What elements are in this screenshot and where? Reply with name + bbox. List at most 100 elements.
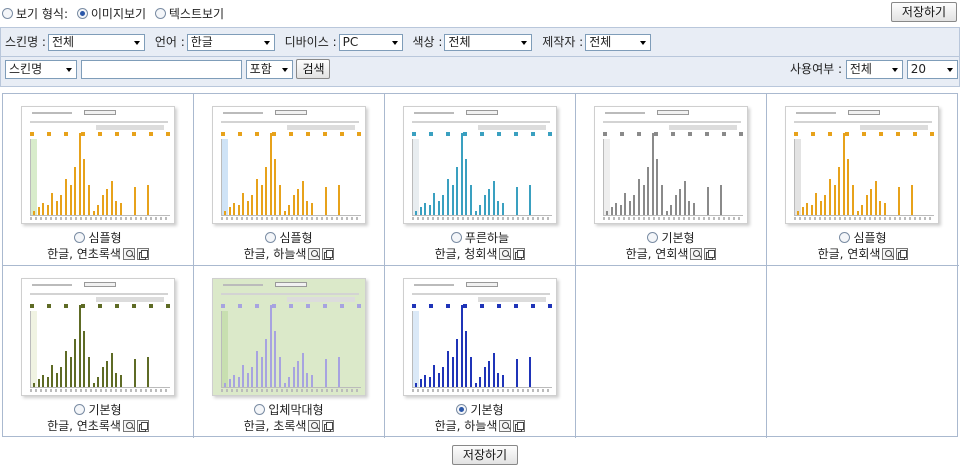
thumbnail-bar xyxy=(306,201,309,215)
thumbnail-bar xyxy=(101,195,104,215)
skin-option[interactable]: 입체막대형 xyxy=(194,402,384,418)
skin-option[interactable]: 기본형 xyxy=(385,402,575,418)
thumbnail-bar xyxy=(147,185,150,215)
language-select[interactable]: 한글 xyxy=(186,34,275,51)
thumbnail-bar xyxy=(437,201,440,215)
match-select[interactable]: 포함 xyxy=(245,59,293,79)
thumbnail-chart xyxy=(221,133,361,216)
skin-option[interactable]: 심플형 xyxy=(3,230,193,246)
copy-icon[interactable] xyxy=(704,248,717,260)
thumbnail-bar xyxy=(292,195,295,215)
search-field-select[interactable]: 스킨명 xyxy=(5,59,77,79)
thumbnail-legend xyxy=(412,132,552,136)
skin-option[interactable]: 기본형 xyxy=(576,230,766,246)
skin-thumbnail[interactable] xyxy=(21,106,175,224)
skin-cell: 심플형 한글, 연회색 xyxy=(767,94,959,266)
skin-description: 한글, 연초록색 xyxy=(47,419,121,433)
device-select[interactable]: PC xyxy=(338,34,403,51)
skin-option[interactable]: 푸른하늘 xyxy=(385,230,575,246)
thumbnail-bar xyxy=(55,373,58,387)
radio-icon[interactable] xyxy=(154,8,166,19)
search-input[interactable] xyxy=(80,59,242,79)
radio-icon[interactable] xyxy=(450,232,462,243)
thumbnail-bar xyxy=(415,383,417,387)
radio-icon[interactable] xyxy=(76,8,88,19)
maker-select[interactable]: 전체 xyxy=(585,34,652,51)
zoom-icon[interactable] xyxy=(122,248,135,260)
skin-detail: 한글, 연회색 xyxy=(576,246,766,262)
copy-icon[interactable] xyxy=(513,420,526,432)
zoom-icon[interactable] xyxy=(122,420,135,432)
radio-icon[interactable] xyxy=(74,232,86,243)
skin-thumbnail[interactable] xyxy=(594,106,748,224)
skin-option[interactable]: 기본형 xyxy=(3,402,193,418)
skin-option[interactable]: 심플형 xyxy=(194,230,384,246)
thumbnail-chart xyxy=(412,133,552,216)
thumbnail-bar xyxy=(856,211,859,215)
thumbnail-bar xyxy=(87,357,90,387)
skin-name-select[interactable]: 전체 xyxy=(47,34,145,51)
save-button-bottom[interactable]: 저장하기 xyxy=(452,445,518,465)
thumbnail-header xyxy=(595,107,747,137)
thumbnail-bar xyxy=(237,377,240,387)
thumbnail-bar xyxy=(824,195,827,215)
thumbnail-bar xyxy=(651,133,654,215)
skin-thumbnail[interactable] xyxy=(212,106,366,224)
radio-icon[interactable] xyxy=(456,404,468,415)
chevron-down-icon xyxy=(521,41,528,45)
page-size-select[interactable]: 20 xyxy=(906,60,958,79)
radio-icon[interactable] xyxy=(74,404,86,415)
copy-icon[interactable] xyxy=(322,420,335,432)
thumbnail-bar xyxy=(83,331,86,387)
radio-icon[interactable] xyxy=(647,232,659,243)
thumbnail-bar xyxy=(829,179,832,215)
zoom-icon[interactable] xyxy=(308,420,321,432)
thumbnail-bar xyxy=(60,367,63,387)
thumbnail-bar xyxy=(65,351,68,387)
thumbnail-bar xyxy=(106,189,109,215)
zoom-icon[interactable] xyxy=(499,248,512,260)
skin-name: 심플형 xyxy=(88,231,122,245)
view-mode-image-option[interactable]: 이미지보기 xyxy=(76,7,146,21)
thumbnail-bar xyxy=(861,205,864,215)
skin-thumbnail[interactable] xyxy=(403,278,557,396)
thumbnail-bar xyxy=(324,187,327,215)
skin-thumbnail[interactable] xyxy=(212,278,366,396)
search-button[interactable]: 검색 xyxy=(296,59,331,79)
copy-icon[interactable] xyxy=(322,248,335,260)
thumbnail-axis xyxy=(794,217,934,220)
thumbnail-legend xyxy=(794,132,934,136)
skin-thumbnail[interactable] xyxy=(21,278,175,396)
radio-icon[interactable] xyxy=(265,232,277,243)
zoom-icon[interactable] xyxy=(499,420,512,432)
zoom-icon[interactable] xyxy=(882,248,895,260)
thumbnail-bar xyxy=(274,331,277,387)
skin-cell: 심플형 한글, 연초록색 xyxy=(3,94,194,266)
skin-thumbnail[interactable] xyxy=(785,106,939,224)
thumbnail-header xyxy=(786,107,938,137)
thumbnail-bar xyxy=(133,187,136,215)
copy-icon[interactable] xyxy=(513,248,526,260)
zoom-icon[interactable] xyxy=(690,248,703,260)
save-button-top[interactable]: 저장하기 xyxy=(891,2,957,22)
view-mode-text-option[interactable]: 텍스트보기 xyxy=(154,7,224,21)
radio-icon[interactable] xyxy=(839,232,851,243)
usage-select[interactable]: 전체 xyxy=(845,60,903,79)
skin-detail: 한글, 하늘색 xyxy=(194,246,384,262)
color-select[interactable]: 전체 xyxy=(444,34,533,51)
thumbnail-bar xyxy=(246,201,249,215)
skin-thumbnail[interactable] xyxy=(403,106,557,224)
skin-option[interactable]: 심플형 xyxy=(767,230,959,246)
thumbnail-bar xyxy=(810,205,813,215)
thumbnail-axis xyxy=(30,389,170,392)
thumbnail-header xyxy=(213,279,365,309)
thumbnail-bar xyxy=(460,305,463,387)
copy-icon[interactable] xyxy=(136,420,149,432)
copy-icon[interactable] xyxy=(136,248,149,260)
thumbnail-bar xyxy=(428,377,431,387)
radio-icon[interactable] xyxy=(254,404,266,415)
copy-icon[interactable] xyxy=(896,248,909,260)
thumbnail-bar xyxy=(638,179,641,215)
zoom-icon[interactable] xyxy=(308,248,321,260)
thumbnail-bar xyxy=(78,133,81,215)
